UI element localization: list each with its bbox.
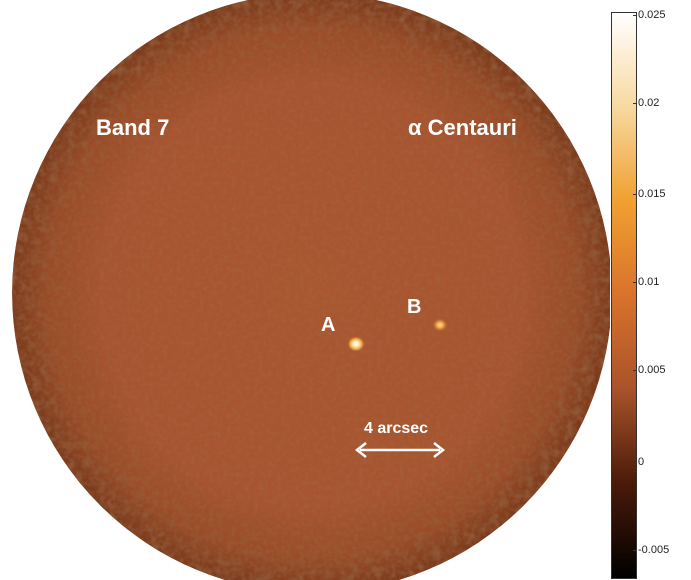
scale-bar-arrow-icon (354, 442, 446, 458)
target-label: α Centauri (408, 115, 517, 140)
colorbar (611, 12, 637, 579)
colorbar-tick: -0.005 (632, 544, 670, 556)
colorbar-tick: 0.025 (633, 9, 666, 21)
colorbar-tick: 0 (632, 456, 645, 468)
band-label: Band 7 (96, 115, 170, 140)
star-a-label: A (321, 314, 336, 336)
star-b-source (432, 318, 448, 332)
colorbar-tick: 0.01 (632, 276, 660, 288)
scale-bar-label: 4 arcsec (364, 420, 429, 437)
star-a-source (347, 336, 365, 352)
colorbar-tick: 0.015 (633, 188, 666, 200)
colorbar-tick: 0.02 (632, 97, 660, 109)
star-b-label: B (407, 296, 422, 318)
colorbar-tick: 0.005 (633, 364, 666, 376)
alma-image-field (12, 0, 610, 580)
